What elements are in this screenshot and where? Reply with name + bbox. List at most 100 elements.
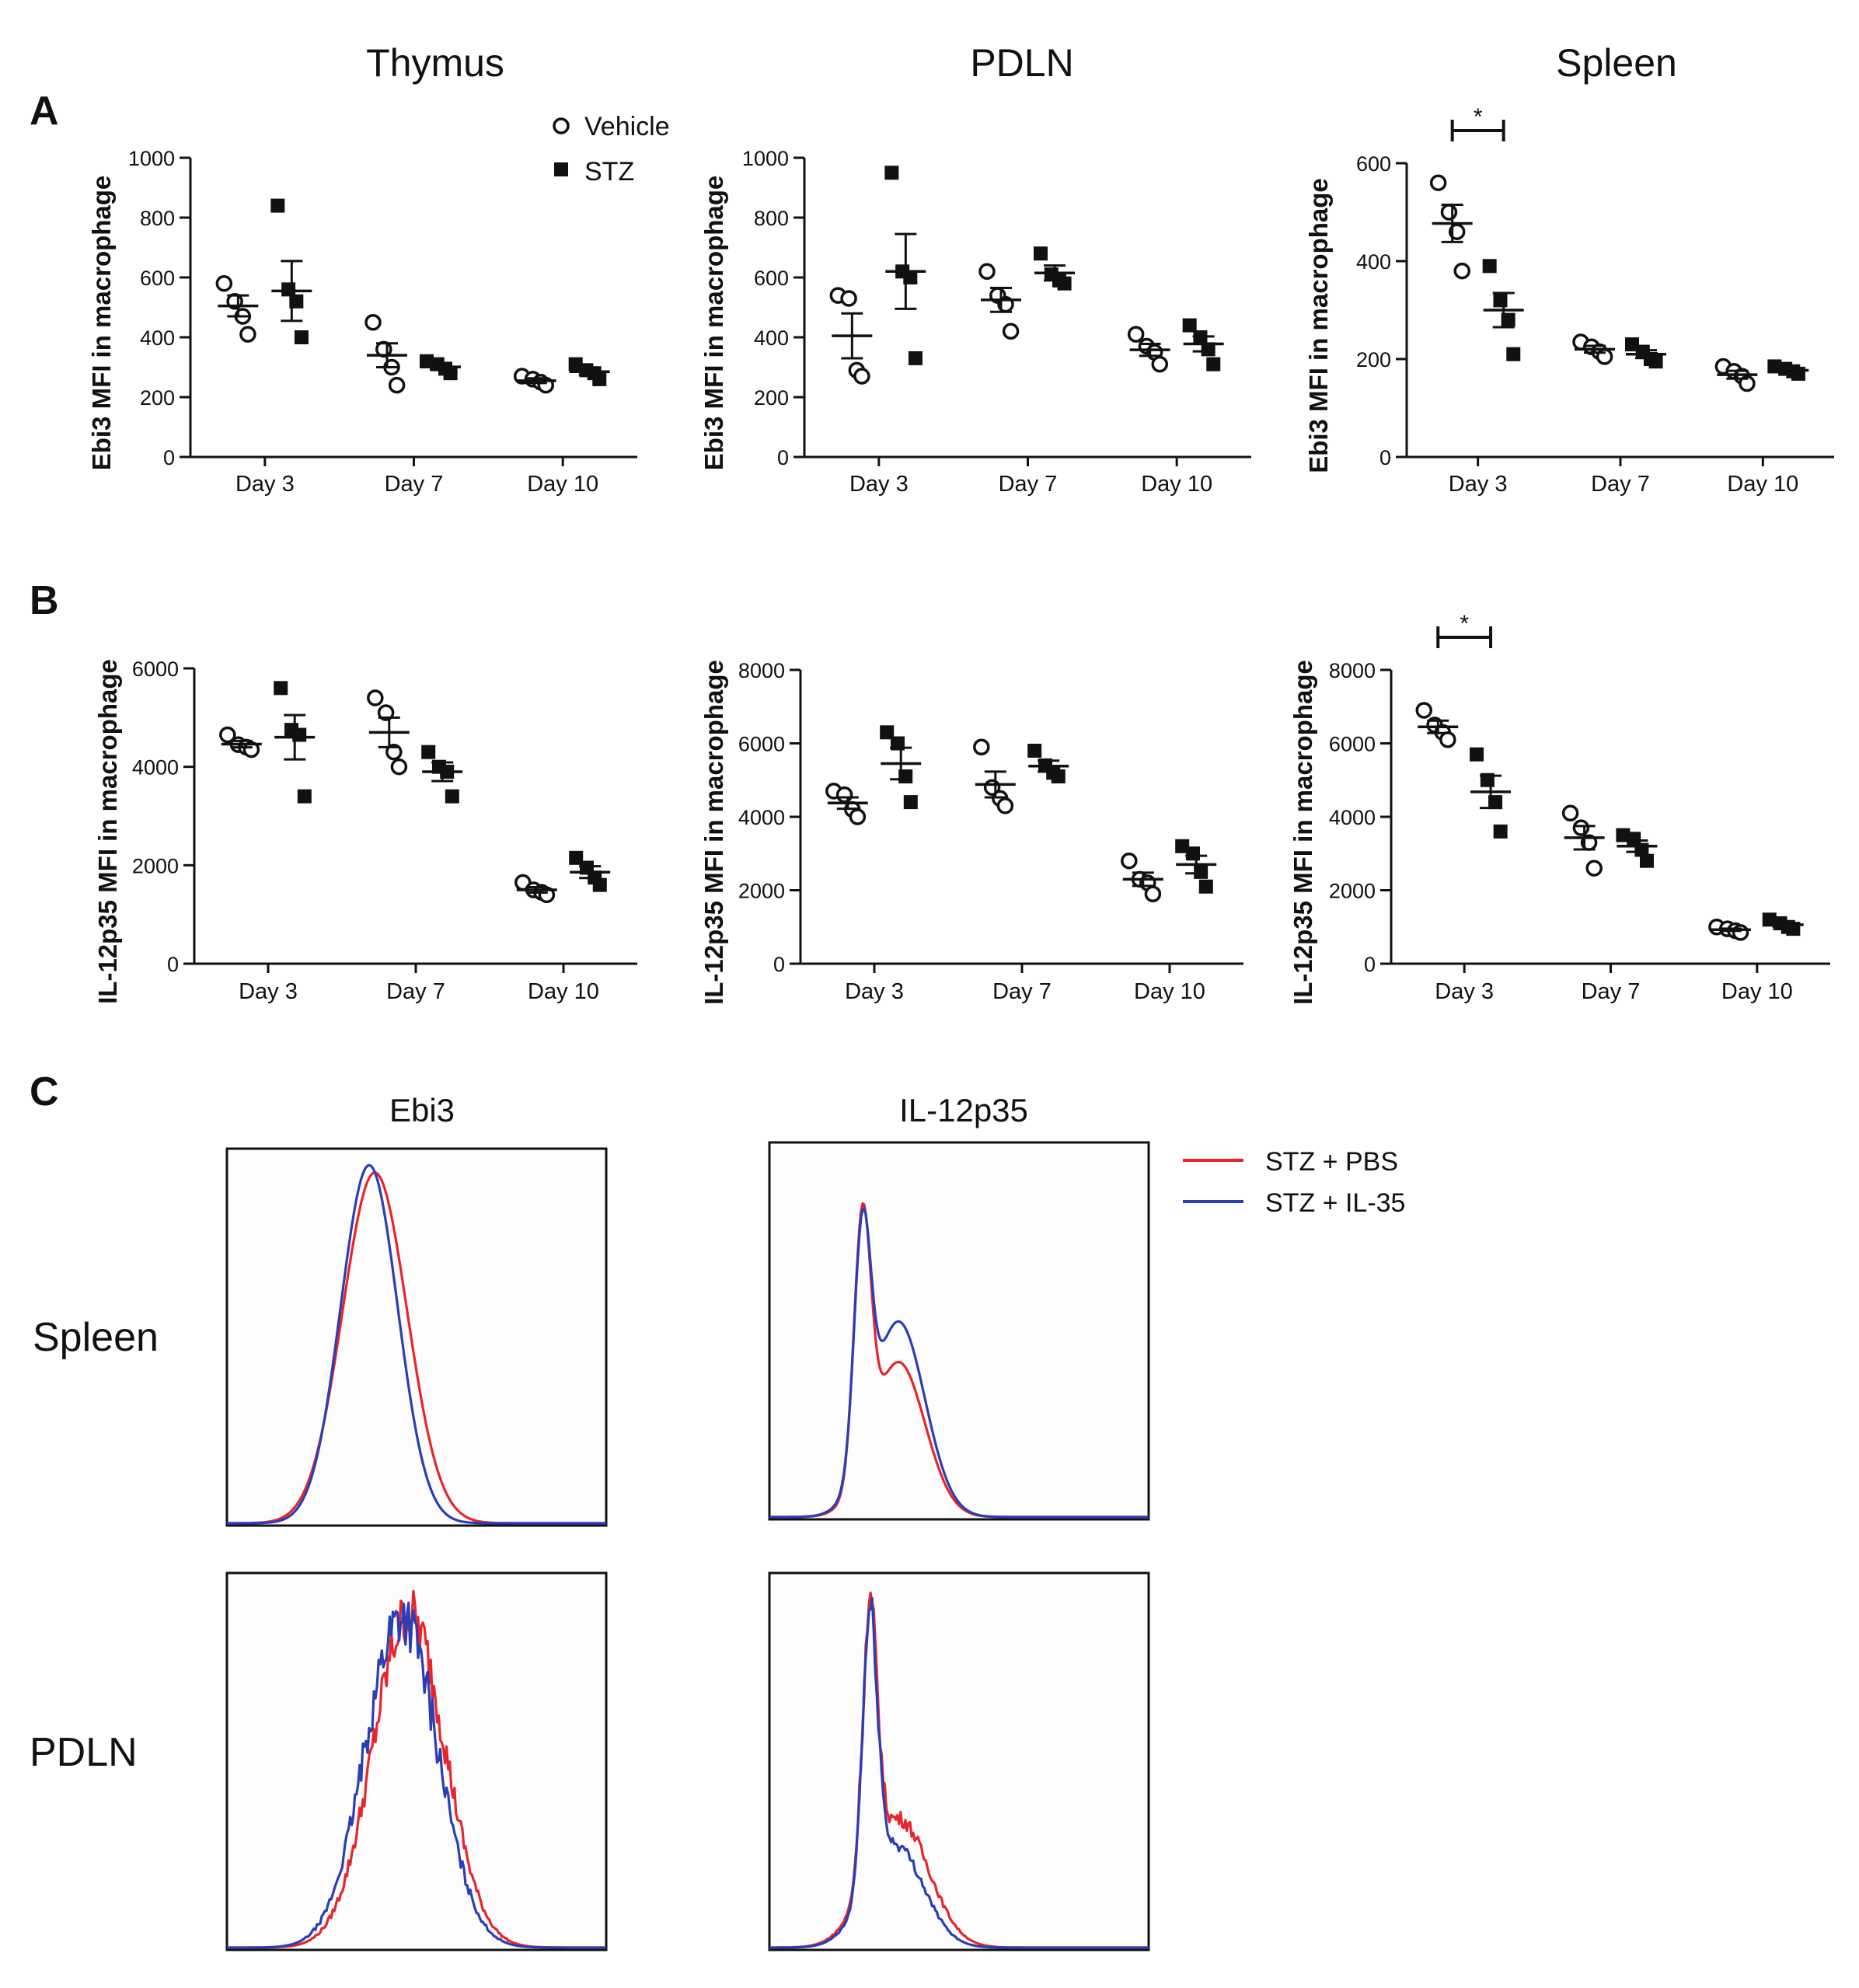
x-tick-label: Day 10 xyxy=(1727,472,1798,497)
histogram-line-stz-il35 xyxy=(769,1596,1149,1949)
x-tick-label: Day 3 xyxy=(1435,979,1494,1004)
y-tick-label: 800 xyxy=(754,207,789,230)
data-point-vehicle xyxy=(388,376,406,394)
data-point-stz xyxy=(1625,337,1639,352)
data-point-vehicle xyxy=(242,741,260,759)
data-point-vehicle xyxy=(1127,326,1145,343)
y-tick-label: 400 xyxy=(1356,250,1391,274)
data-point-stz xyxy=(880,725,895,740)
data-point-vehicle xyxy=(1002,323,1020,340)
data-point-vehicle xyxy=(239,326,256,343)
y-tick-label: 6000 xyxy=(132,657,179,681)
data-point-stz xyxy=(274,681,288,696)
data-point-vehicle xyxy=(978,263,996,281)
data-point-vehicle xyxy=(215,274,233,292)
histogram-line-stz-il35 xyxy=(769,1207,1149,1519)
y-tick-label: 4000 xyxy=(132,756,179,780)
data-point-stz xyxy=(445,789,459,804)
y-tick-label: 200 xyxy=(754,386,789,410)
chart-b-spleen: 0 2000 4000 6000 8000 IL-12p35 MFI in macroph… xyxy=(1289,611,1830,1005)
x-tick-label: Day 7 xyxy=(999,472,1058,497)
data-point-stz xyxy=(1051,769,1066,784)
y-tick-label: 4000 xyxy=(1329,806,1376,829)
chart-a-pdln: 0 200 400 600 800 1000 Ebi3 MFI in macrophage D… xyxy=(699,147,1251,497)
chart-a-thymus: 0 200 400 600 800 1000 Ebi3 MFI in macrophage D… xyxy=(87,147,637,497)
data-point-stz xyxy=(421,745,436,759)
x-tick-label: Day 7 xyxy=(1582,979,1641,1004)
data-point-stz xyxy=(1186,846,1200,861)
y-tick-label: 2000 xyxy=(1329,880,1376,903)
data-point-vehicle xyxy=(853,368,870,385)
data-point-vehicle xyxy=(367,689,384,706)
y-tick-label: 400 xyxy=(140,326,175,350)
x-tick-label: Day 7 xyxy=(1591,472,1650,497)
data-point-vehicle xyxy=(377,704,395,721)
data-point-vehicle xyxy=(390,758,408,776)
significance-star: * xyxy=(1474,104,1483,130)
data-point-vehicle xyxy=(1453,262,1471,280)
data-point-stz xyxy=(1470,747,1484,762)
legend-label-stz-il35: STZ + IL-35 xyxy=(1265,1188,1405,1218)
histogram-title-ebi3: Ebi3 xyxy=(389,1092,455,1128)
histogram-spleen-ebi3 xyxy=(225,1147,608,1527)
y-tick-label: 800 xyxy=(140,207,175,230)
x-tick-label: Day 3 xyxy=(1449,472,1508,497)
data-point-stz xyxy=(1182,318,1197,333)
y-tick-label: 6000 xyxy=(1329,733,1376,756)
data-point-stz xyxy=(294,330,309,344)
histogram-frame xyxy=(768,1571,1150,1951)
data-point-stz xyxy=(1506,347,1521,361)
data-point-vehicle xyxy=(1572,819,1590,836)
histogram-line-stz-il35 xyxy=(227,1601,606,1949)
y-tick-label: 200 xyxy=(1356,348,1391,371)
x-tick-label: Day 7 xyxy=(385,472,444,497)
histogram-pdln-il12p35 xyxy=(768,1571,1150,1951)
column-title-pdln: PDLN xyxy=(970,41,1073,85)
legend-histograms: STZ + PBS STZ + IL-35 xyxy=(1183,1147,1405,1218)
data-point-vehicle xyxy=(1561,804,1579,822)
data-point-stz xyxy=(1034,246,1048,261)
y-axis-label: Ebi3 MFI in macrophage xyxy=(87,176,116,471)
significance-star: * xyxy=(1460,611,1469,637)
chart-b-thymus: 0 2000 4000 6000 IL-12p35 MFI in macrophage D… xyxy=(93,657,637,1004)
x-tick-label: Day 10 xyxy=(1721,979,1793,1004)
data-point-vehicle xyxy=(1429,174,1447,191)
data-point-vehicle xyxy=(1439,731,1456,748)
legend-label-vehicle: Vehicle xyxy=(584,112,670,141)
data-point-vehicle xyxy=(1585,860,1603,877)
data-point-stz xyxy=(1648,354,1663,369)
histogram-line-stz-il35 xyxy=(227,1163,606,1525)
column-title-spleen: Spleen xyxy=(1556,41,1677,85)
y-tick-label: 1000 xyxy=(742,147,789,170)
histogram-title-il12p35: IL-12p35 xyxy=(899,1092,1028,1128)
histogram-pdln-ebi3 xyxy=(225,1571,608,1951)
y-axis-label: IL-12p35 MFI in macrophage xyxy=(699,660,728,1005)
x-tick-label: Day 3 xyxy=(239,979,298,1004)
data-point-stz xyxy=(1206,357,1221,371)
y-axis-label: Ebi3 MFI in macrophage xyxy=(1304,178,1333,473)
histogram-frame xyxy=(768,1141,1150,1521)
y-tick-label: 0 xyxy=(1379,446,1391,469)
y-tick-label: 8000 xyxy=(1329,659,1376,682)
data-point-stz xyxy=(592,877,607,892)
y-tick-label: 600 xyxy=(1356,152,1391,176)
data-point-stz xyxy=(908,351,923,365)
column-title-thymus: Thymus xyxy=(366,41,504,85)
data-point-stz xyxy=(1493,293,1508,308)
data-point-vehicle xyxy=(849,808,867,825)
data-point-vehicle xyxy=(1739,375,1756,392)
open-circle-icon xyxy=(553,117,570,134)
x-tick-label: Day 3 xyxy=(849,472,909,497)
data-point-stz xyxy=(1027,743,1042,758)
y-tick-label: 600 xyxy=(754,267,789,290)
data-point-vehicle xyxy=(1144,885,1162,902)
data-point-stz xyxy=(1640,853,1654,868)
data-point-vehicle xyxy=(840,290,857,307)
y-tick-label: 8000 xyxy=(738,659,785,682)
chart-a-spleen: 0 200 400 600 Ebi3 MFI in macrophage Day 3 Day… xyxy=(1304,104,1834,497)
y-axis-label: Ebi3 MFI in macrophage xyxy=(699,176,728,471)
data-point-stz xyxy=(1616,828,1631,842)
x-tick-label: Day 10 xyxy=(527,472,598,497)
data-point-stz xyxy=(281,282,296,297)
filled-square-icon xyxy=(554,162,568,176)
